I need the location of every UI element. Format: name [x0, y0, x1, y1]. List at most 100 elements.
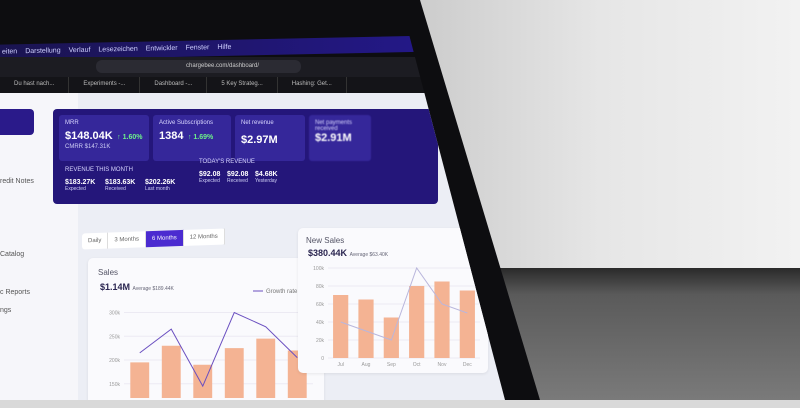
bar[interactable] — [193, 364, 213, 398]
browser-tab[interactable]: Experiments -... — [69, 77, 141, 93]
bar[interactable] — [409, 286, 425, 358]
y-tick-label: 200k — [109, 358, 120, 364]
browser-tab[interactable]: 5 Key Strateg... — [207, 77, 278, 93]
menu-item[interactable]: Entwickler — [145, 44, 178, 53]
net-revenue-value: $2.97M — [241, 134, 278, 146]
sales-chart: 150k 200k 250k 300k Jul Aug Sep Oct Nov Dec Growth… — [109, 289, 313, 408]
new-sales-total: $380.44K Average $63.40K — [308, 248, 389, 258]
browser-tabs: Du hast nach... Experiments -... Dashboard… — [0, 77, 440, 93]
revenue-value: $92.08 — [227, 171, 249, 178]
bar[interactable] — [333, 295, 349, 358]
y-tick-label: 20k — [316, 338, 325, 344]
menu-item[interactable]: Hilfe — [217, 43, 232, 52]
y-tick-label: 80k — [316, 284, 325, 290]
x-tick-label: Dec — [293, 402, 302, 408]
revenue-value: $4.68K — [255, 171, 278, 178]
sidebar-item[interactable]: redit Notes — [0, 178, 34, 185]
revenue-value: $202.26K — [145, 179, 176, 186]
revenue-value: $92.08 — [199, 171, 221, 178]
y-tick-label: 150k — [109, 382, 120, 388]
address-bar-row: chargebee.com/dashboard/ — [0, 57, 440, 77]
sales-title: Sales — [98, 268, 119, 277]
bar[interactable] — [383, 317, 399, 359]
net-payments-card[interactable]: Net payments received $2.91M — [309, 115, 371, 161]
x-tick-label: Jul — [337, 362, 343, 368]
sidebar-item[interactable]: Catalog — [0, 251, 25, 258]
period-tab[interactable]: Daily — [82, 232, 109, 250]
active-change: ↑ 1.69% — [187, 134, 214, 141]
dashboard: redit Notes Catalog c Reports ngs MRR $1… — [0, 93, 505, 400]
net-revenue-label: Net revenue — [241, 120, 274, 126]
x-tick-label: Nov — [438, 362, 447, 368]
revenue-stat: $183.63K Received — [105, 179, 135, 192]
x-tick-label: Sep — [198, 402, 207, 408]
url-field[interactable]: chargebee.com/dashboard/ — [96, 60, 301, 73]
revenue-stat: $92.08 Expected — [199, 171, 220, 184]
y-tick-label: 0 — [321, 356, 324, 362]
sidebar-primary-button[interactable] — [0, 109, 34, 135]
laptop-screen: eiten Darstellung Verlauf Lesezeichen Entwic… — [0, 35, 505, 400]
mrr-change: ↑ 1.60% — [117, 134, 143, 141]
mrr-label: MRR — [65, 120, 79, 126]
x-tick-label: Jul — [137, 402, 143, 408]
revenue-caption: Yesterday — [255, 178, 278, 184]
bar[interactable] — [434, 281, 450, 359]
revenue-month-label: REVENUE THIS MONTH — [65, 167, 133, 173]
revenue-caption: Received — [227, 178, 248, 184]
growth-line — [139, 311, 298, 388]
revenue-stat: $183.27K Expected — [65, 179, 95, 192]
period-tab[interactable]: 3 Months — [108, 231, 147, 249]
y-tick-label: 60k — [316, 302, 325, 308]
y-tick-label: 40k — [316, 320, 325, 326]
x-tick-label: Oct — [230, 402, 238, 408]
bar[interactable] — [459, 290, 475, 359]
revenue-value: $183.63K — [105, 179, 136, 186]
revenue-stat: $92.08 Received — [227, 171, 248, 184]
active-subscriptions-card[interactable]: Active Subscriptions 1384 ↑ 1.69% — [153, 115, 231, 161]
x-tick-label: Nov — [261, 402, 270, 408]
bar[interactable] — [161, 345, 181, 398]
period-tab[interactable]: 12 Months — [183, 228, 225, 246]
net-revenue-card[interactable]: Net revenue $2.97M — [235, 115, 305, 161]
bar[interactable] — [256, 338, 276, 398]
period-tabs: Daily 3 Months 6 Months 12 Months — [82, 228, 225, 250]
revenue-today-label: TODAY'S REVENUE — [199, 159, 255, 165]
sales-total: $1.14M Average $189.44K — [100, 282, 174, 292]
revenue-caption: Last month — [145, 186, 170, 192]
mrr-value: $148.04K — [65, 130, 113, 142]
revenue-stat: $202.26K Last month — [145, 179, 175, 192]
y-tick-label: 100k — [313, 266, 324, 272]
new-sales-title: New Sales — [306, 236, 345, 245]
bar[interactable] — [358, 299, 374, 359]
browser-tab[interactable]: Du hast nach... — [0, 77, 70, 93]
x-tick-label: Oct — [413, 362, 421, 368]
legend-label: Growth rate — [266, 289, 298, 295]
mrr-card[interactable]: MRR $148.04K ↑ 1.60% CMRR $147.31K — [59, 115, 149, 161]
kpi-panel: MRR $148.04K ↑ 1.60% CMRR $147.31K Activ… — [53, 109, 438, 204]
net-payments-value: $2.91M — [315, 132, 352, 144]
active-value: 1384 — [159, 130, 184, 142]
growth-line — [340, 266, 468, 341]
menu-item[interactable]: Fenster — [185, 44, 210, 52]
cmrr: CMRR $147.31K — [65, 144, 111, 150]
revenue-stat: $4.68K Yesterday — [255, 171, 278, 184]
new-sales-card: New Sales $380.44K Average $63.40K 0 20k 4… — [298, 228, 488, 373]
sales-card: Sales $1.14M Average $189.44K 150k 200k 25… — [88, 258, 324, 408]
revenue-caption: Expected — [199, 178, 220, 184]
y-tick-label: 250k — [109, 334, 120, 340]
browser-tab[interactable]: Dashboard -... — [140, 77, 208, 93]
revenue-caption: Received — [105, 186, 126, 192]
revenue-caption: Expected — [65, 186, 86, 192]
browser-tab[interactable]: Hashing: Get... — [278, 77, 347, 93]
y-tick-label: 300k — [109, 311, 120, 317]
period-tab[interactable]: 6 Months — [146, 229, 184, 248]
active-label: Active Subscriptions — [159, 120, 214, 126]
net-payments-label: Net payments received — [315, 120, 353, 132]
bar[interactable] — [224, 348, 244, 398]
sidebar-item[interactable]: c Reports — [0, 289, 30, 296]
x-tick-label: Sep — [387, 362, 396, 368]
x-tick-label: Aug — [167, 402, 176, 408]
sidebar-item[interactable]: ngs — [0, 307, 12, 314]
revenue-value: $183.27K — [65, 179, 96, 186]
bar[interactable] — [130, 362, 150, 398]
